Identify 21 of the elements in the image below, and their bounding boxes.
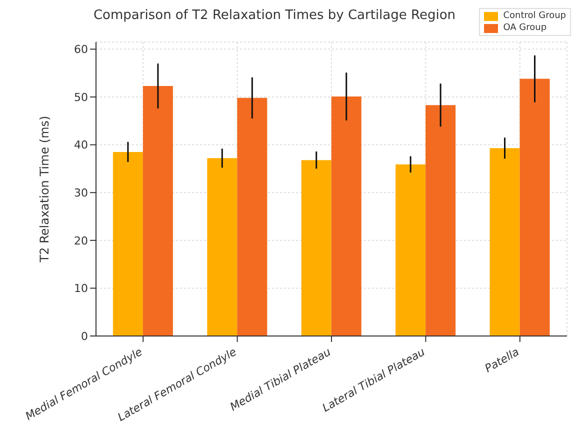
y-tick-label: 50	[74, 90, 88, 104]
bar	[301, 160, 332, 336]
bar	[142, 86, 173, 336]
bar	[490, 148, 520, 336]
bar	[237, 98, 268, 336]
y-tick-label: 40	[74, 138, 88, 152]
y-axis-title: T2 Relaxation Time (ms)	[37, 116, 52, 264]
chart-title: Comparison of T2 Relaxation Times by Cartilage Region	[93, 8, 456, 23]
bar	[331, 96, 362, 336]
bar	[426, 105, 456, 336]
bar	[112, 152, 143, 336]
bar	[207, 158, 238, 336]
y-tick-label: 0	[81, 330, 88, 343]
y-tick-label: 10	[74, 282, 88, 296]
bar	[520, 78, 550, 336]
legend-label: OA Group	[503, 22, 547, 34]
y-tick-label: 60	[74, 43, 88, 56]
bar	[396, 164, 426, 336]
legend-label: Control Group	[503, 10, 566, 22]
y-tick-label: 20	[74, 234, 88, 248]
y-tick-label: 30	[74, 186, 88, 200]
